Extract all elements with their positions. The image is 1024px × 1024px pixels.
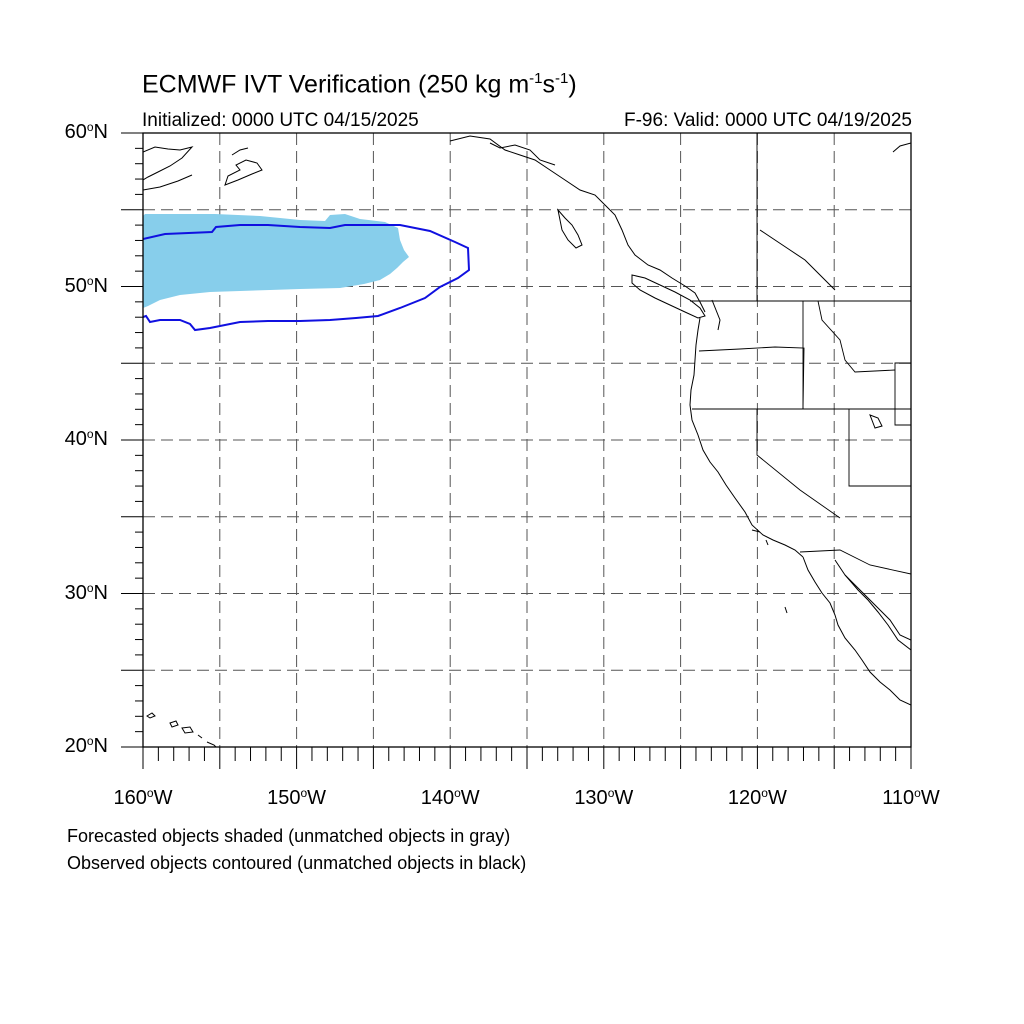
longitude-label: 130oW [574, 786, 634, 809]
latitude-label: 50oN [64, 273, 108, 297]
forecast-ivt-object [143, 214, 409, 308]
latitude-label: 30oN [64, 580, 108, 604]
valid-time: F-96: Valid: 0000 UTC 04/19/2025 [624, 110, 912, 131]
forecast-legend-note: Forecasted objects shaded (unmatched obj… [67, 826, 511, 846]
political-boundaries [690, 133, 911, 575]
latitude-label: 40oN [64, 427, 108, 450]
coastlines [143, 135, 911, 747]
longitude-label: 120oW [727, 786, 787, 809]
observed-ivt-contour [143, 224, 471, 332]
initialized-time: Initialized: 0000 UTC 04/15/2025 [142, 110, 419, 131]
latitude-label: 60oN [64, 120, 108, 143]
longitude-label: 150oW [267, 786, 327, 809]
map-title: ECMWF IVT Verification (250 kg m-1s-1) [142, 70, 577, 99]
longitude-label: 140oW [420, 786, 480, 809]
axis-ticks [121, 132, 912, 769]
longitude-label: 110oW [882, 786, 940, 809]
observed-legend-note: Observed objects contoured (unmatched ob… [67, 853, 527, 873]
longitude-label: 160oW [113, 786, 173, 809]
latitude-label: 20oN [64, 734, 108, 757]
